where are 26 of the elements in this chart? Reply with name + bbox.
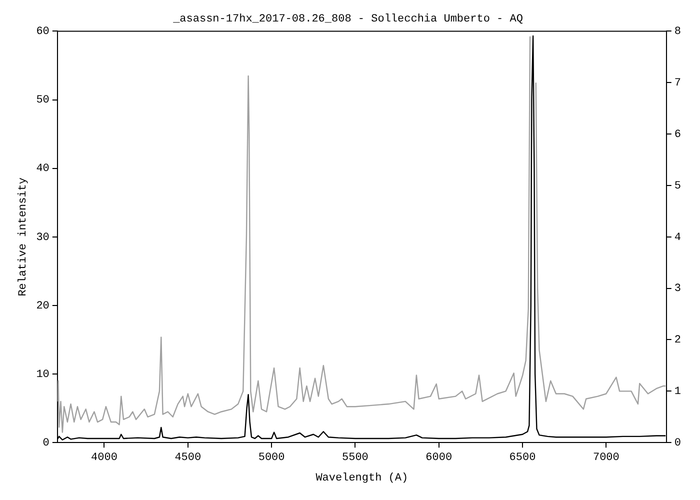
y2-tick-label: 5 [674, 180, 682, 192]
y2-tick-label: 7 [674, 78, 682, 90]
y-tick-label: 10 [36, 368, 50, 381]
y2-tick-label: 1 [674, 386, 682, 398]
y-tick-label: 30 [36, 232, 50, 244]
x-tick-label: 6000 [426, 452, 452, 464]
y2-tick-label: 8 [674, 26, 682, 38]
x-tick-label: 4000 [91, 452, 118, 464]
y2-tick-label: 2 [674, 334, 682, 347]
y2-tick-label: 3 [674, 283, 682, 296]
x-tick-label: 6500 [509, 452, 536, 464]
chart-title: _asassn-17hx_2017-08.26_808 - Sollecchia Umberto - AQ [172, 14, 524, 26]
x-tick-label: 5500 [342, 452, 368, 464]
y-tick-label: 40 [36, 163, 50, 176]
x-tick-label: 7000 [592, 452, 620, 464]
y-tick-label: 0 [42, 438, 50, 450]
y-tick-label: 20 [36, 300, 50, 312]
x-axis-title: Wavelength (A) [316, 472, 408, 484]
y-tick-label: 60 [36, 26, 50, 38]
y-tick-label: 50 [36, 94, 50, 107]
y2-tick-label: 4 [674, 232, 682, 244]
y2-tick-label: 6 [674, 128, 682, 141]
x-tick-label: 5000 [258, 452, 285, 464]
x-tick-label: 4500 [174, 452, 202, 464]
y-axis-title: Relative intensity [18, 177, 30, 296]
y2-tick-label: 0 [674, 438, 682, 450]
